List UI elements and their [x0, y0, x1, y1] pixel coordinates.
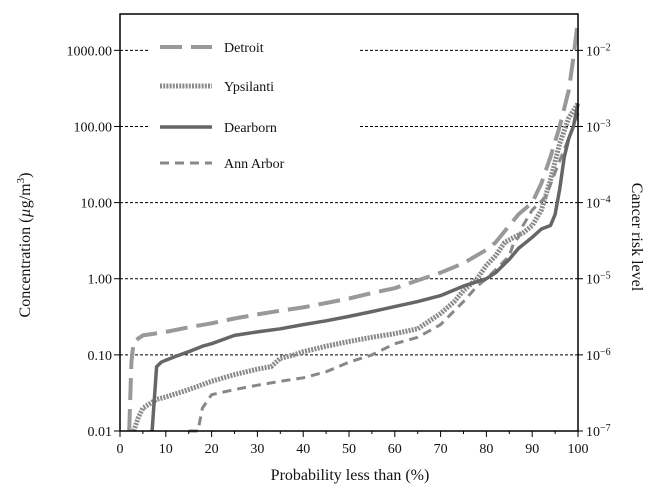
- y-tick-label: 0.01: [88, 425, 113, 440]
- y2-tick-label: 10−5: [586, 270, 611, 288]
- y-axis-label-close: ): [17, 173, 34, 178]
- y-tick-label: 1.00: [88, 273, 113, 288]
- legend-label-dearborn: Dearborn: [224, 121, 277, 136]
- reference-lines: [120, 49, 578, 356]
- plot-frame: [119, 13, 579, 432]
- y-tick-label: 0.10: [88, 349, 113, 364]
- y2-tick-label: 10−3: [586, 118, 611, 136]
- y-axis-label-main: Concentration (: [17, 217, 34, 317]
- x-tick-label: 30: [250, 442, 264, 457]
- x-tick-label: 100: [568, 442, 589, 457]
- x-tick-label: 0: [117, 442, 124, 457]
- y2-tick-label: 10−4: [586, 194, 611, 212]
- y-axis-label-sup: 3: [15, 177, 27, 183]
- y-axis-label-mu: µ: [17, 208, 34, 217]
- y2-tick-label: 10−6: [586, 346, 611, 364]
- y-axis-label: Concentration (µg/m3): [15, 173, 34, 318]
- y2-tick-label: 10−2: [586, 42, 611, 60]
- series-line-ypsilanti: [131, 102, 581, 432]
- y-tick-label: 100.00: [74, 120, 113, 135]
- series-line-detroit: [127, 19, 580, 432]
- series-line-dearborn: [150, 103, 580, 432]
- series-layer: [127, 19, 581, 433]
- x-axis: 0 10 20 30 40 50 60 70 80 90 100: [117, 431, 589, 457]
- legend-label-detroit: Detroit: [224, 41, 264, 56]
- y-tick-label: 10.00: [81, 197, 113, 212]
- x-tick-label: 10: [159, 442, 173, 457]
- y-axis-label-unit: g/m: [17, 183, 34, 208]
- y2-axis-label: Cancer risk level: [628, 183, 645, 292]
- x-tick-label: 40: [296, 442, 310, 457]
- y2-tick-label: 10−7: [586, 423, 611, 441]
- x-axis-label: Probability less than (%): [271, 467, 430, 484]
- x-tick-label: 60: [388, 442, 402, 457]
- x-tick-label: 70: [434, 442, 448, 457]
- x-tick-label: 80: [479, 442, 493, 457]
- y-tick-label: 1000.00: [67, 44, 113, 59]
- y-axis: 0.01 0.10 1.00 10.00 100.00 1000.00: [67, 44, 120, 440]
- x-tick-label: 50: [342, 442, 356, 457]
- x-tick-label: 90: [525, 442, 539, 457]
- legend-label-ypsilanti: Ypsilanti: [224, 80, 274, 95]
- x-tick-label: 20: [205, 442, 219, 457]
- legend: Detroit Ypsilanti Dearborn Ann Arbor: [160, 41, 285, 172]
- series-line-ann-arbor: [188, 112, 580, 433]
- legend-label-ann-arbor: Ann Arbor: [224, 157, 285, 172]
- y2-axis: 10−7 10−6 10−5 10−4 10−3 10−2: [578, 42, 611, 440]
